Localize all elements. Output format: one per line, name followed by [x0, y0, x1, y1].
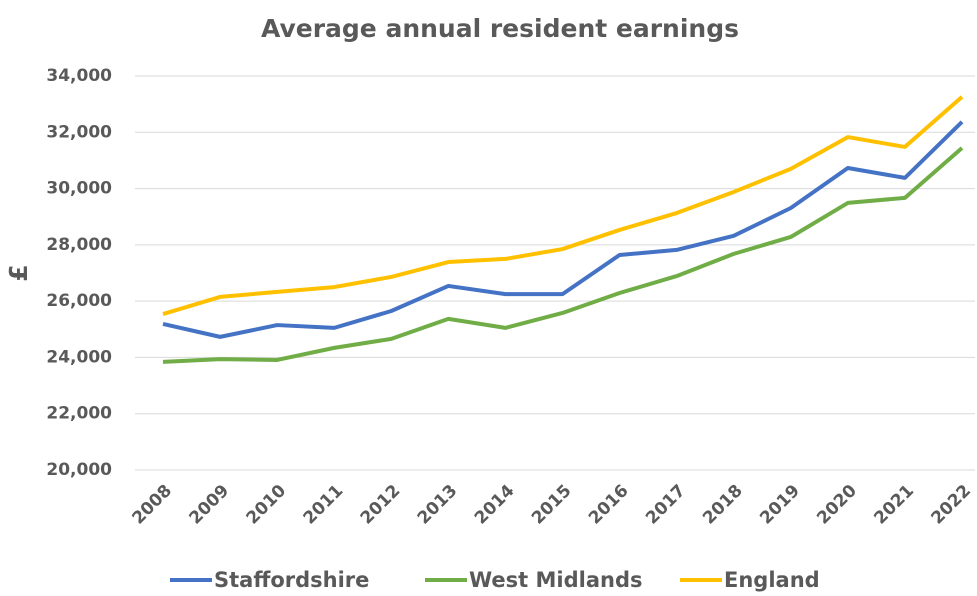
- chart-title: Average annual resident earnings: [261, 14, 739, 43]
- y-tick-label: 30,000: [46, 179, 112, 199]
- x-tick-label: 2008: [128, 481, 176, 529]
- legend-label: England: [724, 568, 820, 592]
- series-line: [162, 120, 964, 339]
- x-tick-label: 2021: [870, 481, 918, 529]
- y-tick-label: 34,000: [46, 66, 112, 86]
- y-tick-label: 32,000: [46, 122, 112, 142]
- y-tick-label: 22,000: [46, 404, 112, 424]
- x-tick-label: 2009: [186, 481, 234, 529]
- x-tick-label: 2014: [471, 481, 519, 529]
- legend-label: Staffordshire: [214, 568, 369, 592]
- x-tick-label: 2017: [642, 481, 690, 529]
- x-tick-label: 2013: [414, 481, 462, 529]
- y-tick-label: 26,000: [46, 291, 112, 311]
- x-tick-label: 2019: [756, 481, 804, 529]
- legend-label: West Midlands: [469, 568, 643, 592]
- x-tick-label: 2020: [813, 481, 861, 529]
- x-tick-label: 2022: [927, 481, 975, 529]
- x-tick-label: 2015: [528, 481, 576, 529]
- x-tick-label: 2010: [243, 481, 291, 529]
- y-axis-label: £: [4, 264, 33, 281]
- y-tick-label: 28,000: [46, 235, 112, 255]
- x-tick-label: 2016: [585, 481, 633, 529]
- x-tick-label: 2012: [357, 481, 405, 529]
- series-line: [162, 95, 964, 317]
- y-tick-label: 20,000: [46, 460, 112, 480]
- x-tick-label: 2018: [699, 481, 747, 529]
- y-tick-label: 24,000: [46, 347, 112, 367]
- x-tick-label: 2011: [300, 481, 348, 529]
- series-line: [162, 146, 964, 364]
